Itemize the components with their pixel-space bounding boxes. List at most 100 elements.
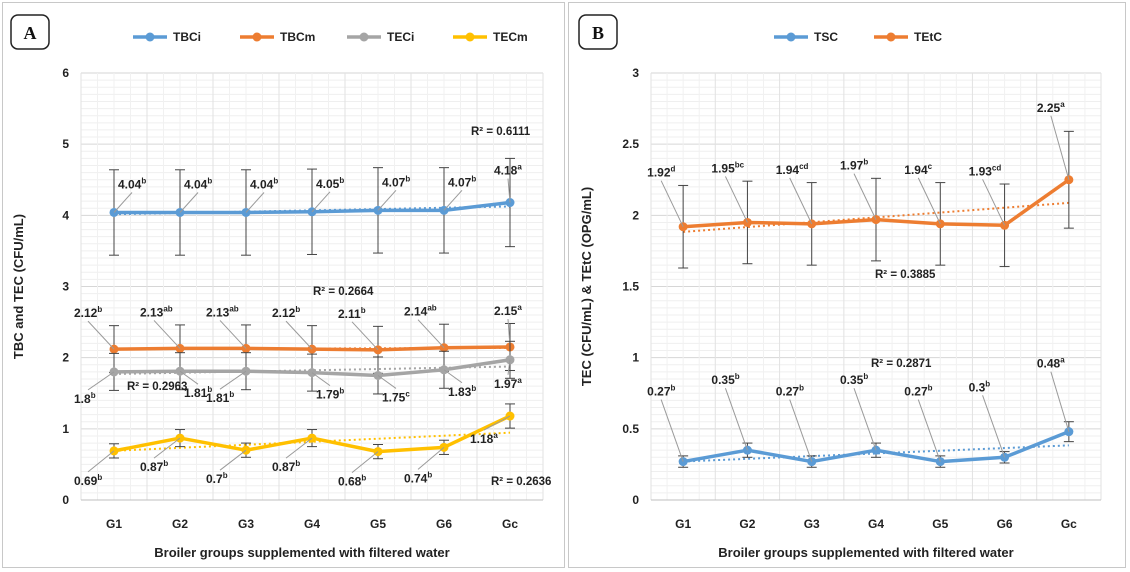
- data-label-superscript: cd: [992, 163, 1001, 172]
- data-label: 2.11b: [338, 306, 366, 321]
- x-tick-label: G1: [675, 517, 691, 531]
- data-label-leader: [917, 177, 941, 225]
- data-label-leader: [179, 192, 199, 213]
- x-axis-title: Broiler groups supplemented with filtere…: [718, 545, 1013, 560]
- data-label-leader: [87, 320, 115, 350]
- legend-swatch-marker: [359, 32, 369, 42]
- data-label-value: 1.93: [969, 164, 993, 178]
- x-tick-label: G4: [304, 517, 320, 531]
- data-label-leader: [724, 388, 748, 451]
- chart-panel-b: B 0 0.5 1 1.5 2 2.5 3 G1 G2 G3 G4 G5 G6 Gc Broiler grou…: [568, 2, 1126, 568]
- data-label: 4.18a: [494, 163, 522, 178]
- data-label: 1.97b: [840, 158, 868, 173]
- data-label-leader: [351, 321, 379, 351]
- data-label-leader: [311, 372, 331, 387]
- data-label-superscript: cd: [799, 162, 808, 171]
- data-label-superscript: a: [1060, 356, 1065, 365]
- data-label-value: 1.75: [382, 390, 406, 404]
- data-label: 0.87b: [140, 459, 168, 474]
- data-label: 1.75c: [382, 389, 410, 404]
- data-label-leader: [660, 399, 684, 462]
- data-label: 0.74b: [404, 470, 432, 485]
- data-label-superscript: b: [207, 385, 212, 394]
- data-label: 2.12b: [74, 305, 102, 320]
- y-tick-label: 5: [62, 137, 69, 151]
- data-label-superscript: b: [339, 387, 344, 396]
- data-label-value: 0.87: [140, 460, 164, 474]
- data-point: [678, 222, 688, 232]
- data-label-value: 2.12: [74, 306, 98, 320]
- data-label: 4.05b: [316, 176, 344, 191]
- data-label-leader: [87, 371, 115, 391]
- data-label: 1.18a: [470, 431, 498, 446]
- data-label-superscript: b: [163, 459, 168, 468]
- data-label-superscript: ab: [229, 304, 238, 313]
- data-label: 4.04b: [118, 176, 146, 191]
- data-label-superscript: b: [97, 473, 102, 482]
- data-label-superscript: b: [427, 470, 432, 479]
- data-label-value: 1.92: [647, 166, 671, 180]
- r-squared-label: R² = 0.2963: [127, 381, 187, 393]
- data-label-superscript: b: [471, 174, 476, 183]
- data-label-leader: [377, 190, 397, 211]
- data-label-superscript: b: [863, 372, 868, 381]
- x-tick-label: G2: [739, 517, 755, 531]
- trendline: [113, 431, 511, 452]
- data-label-value: 1.8: [74, 392, 91, 406]
- y-tick-label: 3: [62, 280, 69, 294]
- data-label-leader: [87, 450, 115, 473]
- data-label: 1.81b: [206, 390, 234, 405]
- data-label-value: 4.07: [382, 175, 406, 189]
- data-label-superscript: b: [207, 176, 212, 185]
- data-label-leader: [285, 320, 313, 350]
- data-label: 2.15a: [494, 303, 522, 318]
- x-axis-title: Broiler groups supplemented with filtere…: [154, 545, 449, 560]
- data-label: 0.27b: [647, 384, 675, 399]
- data-label-value: 0.27: [904, 385, 928, 399]
- x-tick-label: G5: [932, 517, 948, 531]
- data-label-value: 0.27: [647, 385, 671, 399]
- data-label: 1.79b: [316, 387, 344, 402]
- data-label: 0.87b: [272, 459, 300, 474]
- data-label-value: 2.11: [338, 307, 361, 321]
- data-label-leader: [982, 395, 1006, 458]
- data-label-superscript: b: [141, 176, 146, 185]
- data-label-superscript: b: [671, 384, 676, 393]
- data-label-value: 0.68: [338, 475, 362, 489]
- y-tick-label: 1: [632, 351, 639, 365]
- y-tick-label: 0: [632, 493, 639, 507]
- data-label-superscript: b: [735, 372, 740, 381]
- data-label-leader: [853, 388, 877, 451]
- x-tick-label: G2: [172, 517, 188, 531]
- r-squared-label: R² = 0.3885: [875, 269, 936, 281]
- legend-swatch-marker: [145, 32, 155, 42]
- data-label-value: 0.69: [74, 474, 98, 488]
- data-label-superscript: a: [517, 163, 522, 172]
- data-label: 1.8b: [74, 391, 96, 406]
- data-label-superscript: b: [97, 305, 102, 314]
- data-label-leader: [417, 446, 445, 470]
- data-label-superscript: a: [493, 431, 498, 440]
- y-tick-label: 2.5: [622, 137, 639, 151]
- data-label-leader: [311, 191, 331, 213]
- x-tick-label: G1: [106, 517, 122, 531]
- legend-swatch-marker: [465, 32, 475, 42]
- data-point: [678, 457, 688, 467]
- data-label-leader: [153, 320, 181, 349]
- data-point: [742, 445, 752, 455]
- data-label: 2.12b: [272, 305, 300, 320]
- data-point: [807, 457, 817, 467]
- data-label-superscript: b: [928, 384, 933, 393]
- data-label-superscript: b: [361, 474, 366, 483]
- data-label-leader: [377, 375, 397, 389]
- data-label-superscript: b: [799, 384, 804, 393]
- x-tick-label: G3: [804, 517, 820, 531]
- chart-a-svg: A 0 1 2 3 4 5 6 G1 G2 G3 G4 G5 G6 Gc Broiler groups sup…: [10, 14, 551, 560]
- data-label: 1.81b: [184, 385, 212, 400]
- data-label-superscript: b: [223, 471, 228, 480]
- legend-entry: TECi: [387, 30, 414, 44]
- data-label-superscript: ab: [163, 304, 172, 313]
- y-tick-label: 6: [62, 66, 69, 80]
